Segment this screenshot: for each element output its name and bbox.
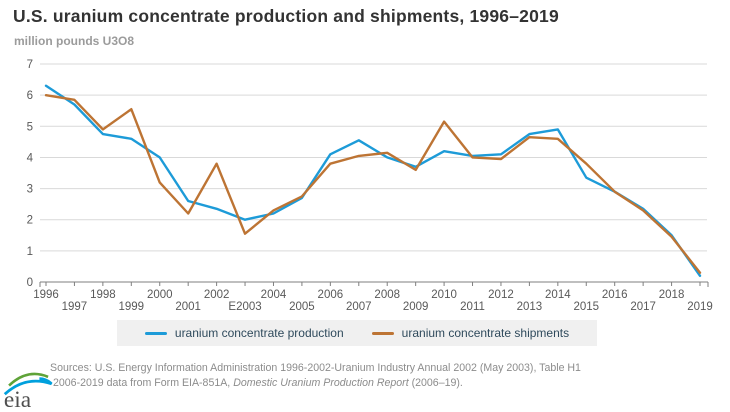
svg-text:2005: 2005 bbox=[289, 301, 315, 313]
eia-logo-text: eia bbox=[4, 387, 32, 412]
source-line-1: Sources: U.S. Energy Information Adminis… bbox=[50, 362, 581, 374]
series-line-production bbox=[44, 84, 702, 278]
svg-text:2002: 2002 bbox=[204, 289, 230, 301]
svg-text:2014: 2014 bbox=[545, 289, 571, 301]
source-line-2: 2006-2019 data from Form EIA-851A, Domes… bbox=[53, 377, 463, 390]
chart-legend: uranium concentrate production uranium c… bbox=[117, 320, 597, 346]
svg-text:2: 2 bbox=[27, 215, 33, 227]
legend-item-shipments: uranium concentrate shipments bbox=[371, 326, 570, 340]
eia-logo-green-swoosh bbox=[8, 372, 49, 387]
svg-text:2006: 2006 bbox=[318, 289, 344, 301]
svg-text:3: 3 bbox=[27, 184, 33, 196]
shipments-line-swatch bbox=[371, 331, 394, 335]
svg-text:1996: 1996 bbox=[33, 289, 59, 301]
svg-text:E2003: E2003 bbox=[228, 301, 261, 313]
eia-logo-blue-swoosh bbox=[3, 377, 53, 396]
chart-unit-label: million pounds U3O8 bbox=[14, 34, 135, 48]
svg-text:2008: 2008 bbox=[374, 289, 400, 301]
svg-text:2004: 2004 bbox=[261, 289, 287, 301]
svg-text:2017: 2017 bbox=[630, 301, 656, 313]
svg-text:2015: 2015 bbox=[573, 301, 599, 313]
legend-label-shipments: uranium concentrate shipments bbox=[401, 326, 570, 340]
x-axis-tick-labels: 1996199719981999200020012002E20032004200… bbox=[33, 289, 713, 313]
svg-text:2012: 2012 bbox=[488, 289, 514, 301]
svg-text:2000: 2000 bbox=[147, 289, 173, 301]
legend-label-production: uranium concentrate production bbox=[174, 326, 344, 340]
svg-text:1998: 1998 bbox=[90, 289, 116, 301]
svg-text:2001: 2001 bbox=[175, 301, 201, 313]
gridlines bbox=[40, 63, 707, 252]
line-chart-plot-area: 0 1 2 3 4 5 6 7 1996199719981999200020012002E200… bbox=[27, 59, 713, 313]
svg-text:0: 0 bbox=[27, 277, 33, 289]
svg-text:7: 7 bbox=[27, 59, 33, 71]
svg-text:4: 4 bbox=[27, 152, 34, 164]
svg-text:2011: 2011 bbox=[460, 301, 485, 313]
source-citation: Sources: U.S. Energy Information Adminis… bbox=[50, 361, 722, 391]
svg-text:2016: 2016 bbox=[602, 289, 628, 301]
chart-title: U.S. uranium concentrate production and … bbox=[13, 6, 559, 26]
svg-text:1: 1 bbox=[27, 246, 33, 258]
svg-text:2018: 2018 bbox=[659, 289, 685, 301]
svg-text:2019: 2019 bbox=[687, 301, 713, 313]
y-axis-tick-labels: 0 1 2 3 4 5 6 7 bbox=[27, 59, 34, 289]
svg-text:1999: 1999 bbox=[119, 301, 145, 313]
legend-item-production: uranium concentrate production bbox=[144, 326, 344, 340]
production-line-swatch bbox=[144, 331, 167, 335]
x-axis bbox=[39, 281, 709, 287]
svg-text:2009: 2009 bbox=[403, 301, 429, 313]
series-line-shipments bbox=[44, 94, 702, 274]
svg-text:6: 6 bbox=[27, 90, 33, 102]
svg-text:1997: 1997 bbox=[62, 301, 88, 313]
svg-text:2007: 2007 bbox=[346, 301, 372, 313]
svg-text:2010: 2010 bbox=[431, 289, 457, 301]
svg-text:5: 5 bbox=[27, 121, 33, 133]
svg-text:2013: 2013 bbox=[517, 301, 543, 313]
eia-logo: eia bbox=[3, 372, 53, 412]
